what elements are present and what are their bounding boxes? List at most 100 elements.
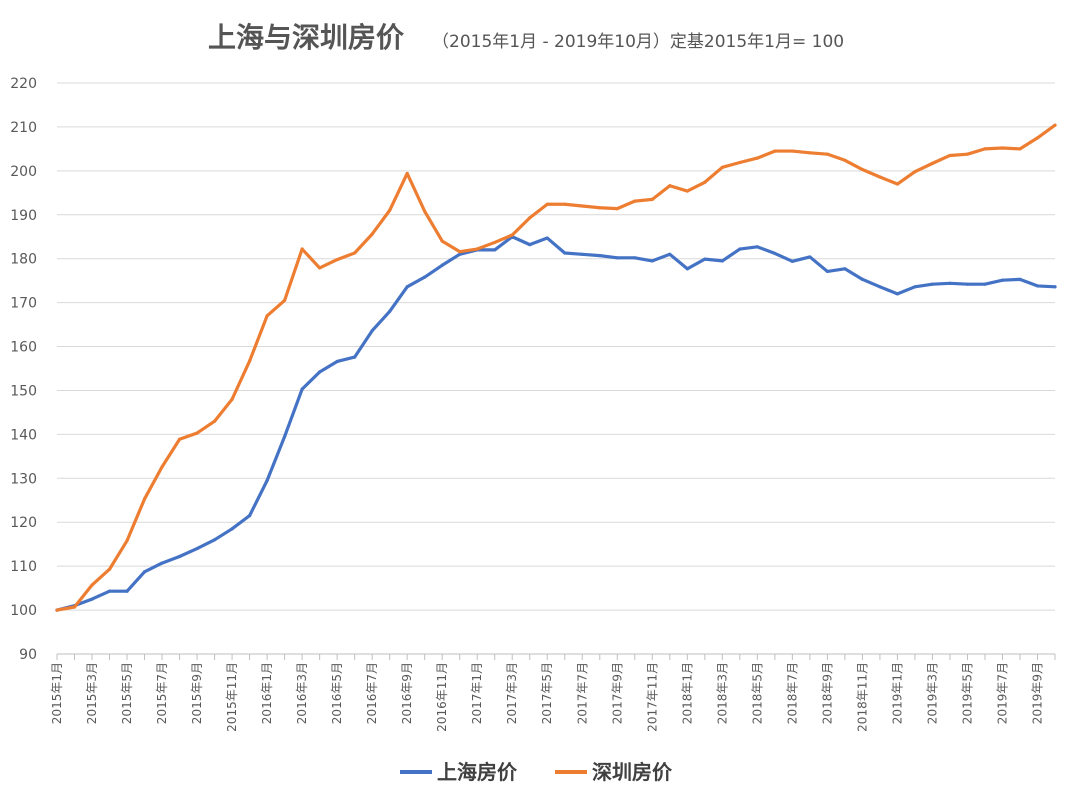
data-point [493, 240, 497, 245]
data-point [615, 207, 619, 211]
x-tick-label: 2015年3月 [85, 662, 99, 724]
data-point [650, 259, 654, 263]
data-point [142, 570, 147, 574]
data-point [580, 204, 584, 208]
y-tick-label: 130 [10, 471, 37, 487]
data-point [230, 527, 234, 531]
series-lines [55, 123, 1057, 612]
data-point [703, 257, 707, 261]
x-tick-label: 2016年11月 [435, 662, 449, 732]
data-point [300, 247, 304, 251]
x-axis: 2015年1月 2015年3月 2015年5月 2015年7月 2015年9月 2015年… [50, 653, 1056, 732]
y-tick-label: 220 [10, 76, 37, 92]
data-point [790, 149, 794, 153]
x-tick-label: 2018年1月 [680, 662, 694, 724]
gridlines [57, 82, 1055, 655]
x-tick-label: 2015年9月 [190, 662, 204, 724]
data-point [650, 197, 654, 201]
y-tick-label: 170 [10, 296, 37, 312]
data-point [90, 583, 94, 587]
data-point [283, 298, 287, 303]
x-tick-label: 2018年3月 [715, 662, 729, 724]
data-point [913, 170, 917, 174]
data-point [983, 282, 987, 286]
data-point [633, 256, 637, 260]
data-point [528, 243, 532, 247]
data-point [738, 247, 742, 251]
data-point [895, 292, 900, 296]
series-line-shanghai [55, 235, 1057, 612]
data-point [265, 314, 269, 318]
data-point [685, 267, 689, 271]
data-point [598, 206, 602, 210]
data-point [125, 589, 129, 593]
y-tick-label: 160 [10, 340, 37, 356]
data-point [843, 158, 847, 162]
data-point [1053, 123, 1057, 127]
data-point [125, 539, 129, 543]
x-tick-label: 2015年5月 [120, 662, 134, 724]
data-point [440, 239, 444, 243]
data-point [1000, 278, 1005, 282]
data-point [247, 359, 252, 363]
data-point [405, 285, 409, 289]
x-tick-label: 2017年9月 [610, 662, 624, 724]
x-tick-label: 2017年5月 [540, 662, 554, 724]
data-point [948, 153, 952, 158]
series-line-shenzhen [55, 123, 1057, 612]
x-tick-label: 2016年1月 [260, 662, 274, 724]
data-point [107, 589, 112, 593]
data-point [825, 269, 829, 274]
data-point [247, 514, 252, 518]
data-point [283, 434, 287, 439]
data-point [1035, 136, 1040, 140]
y-tick-label: 150 [10, 383, 37, 399]
x-tick-label: 2018年11月 [855, 662, 869, 732]
data-point [878, 285, 882, 289]
data-point [965, 282, 970, 286]
data-point [563, 251, 567, 255]
data-point [965, 152, 970, 156]
data-point [790, 259, 794, 263]
data-point [1035, 284, 1040, 288]
data-point [353, 355, 357, 359]
x-tick-label: 2019年9月 [1030, 662, 1044, 724]
data-point [860, 277, 865, 281]
y-tick-label: 90 [19, 647, 37, 663]
x-tick-label: 2015年11月 [225, 662, 239, 732]
data-point [720, 165, 724, 169]
y-tick-label: 140 [10, 427, 37, 443]
data-point [895, 182, 900, 186]
data-point [913, 285, 917, 289]
data-point [90, 597, 94, 601]
data-point [545, 202, 549, 206]
data-point [335, 359, 339, 364]
data-point [685, 189, 689, 193]
data-point [230, 397, 234, 401]
data-point [703, 180, 707, 184]
y-tick-label: 100 [10, 603, 37, 619]
x-tick-label: 2017年1月 [470, 662, 484, 724]
x-tick-label: 2015年7月 [155, 662, 169, 724]
data-point [948, 281, 952, 285]
data-point [738, 160, 742, 165]
data-point [545, 236, 549, 240]
data-point [177, 437, 182, 441]
data-point [195, 431, 199, 435]
data-point [335, 257, 339, 262]
data-point [265, 478, 269, 483]
x-tick-label: 2019年7月 [995, 662, 1009, 724]
x-tick-label: 2019年1月 [890, 662, 904, 724]
data-point [177, 554, 182, 559]
x-tick-label: 2018年5月 [750, 662, 764, 724]
data-point [475, 247, 479, 251]
data-point [598, 254, 602, 258]
chart-title: 上海与深圳房价 [208, 21, 405, 54]
data-point [1000, 146, 1005, 150]
data-point [458, 252, 462, 256]
data-point [930, 161, 935, 165]
x-tick-label: 2016年3月 [295, 662, 309, 724]
